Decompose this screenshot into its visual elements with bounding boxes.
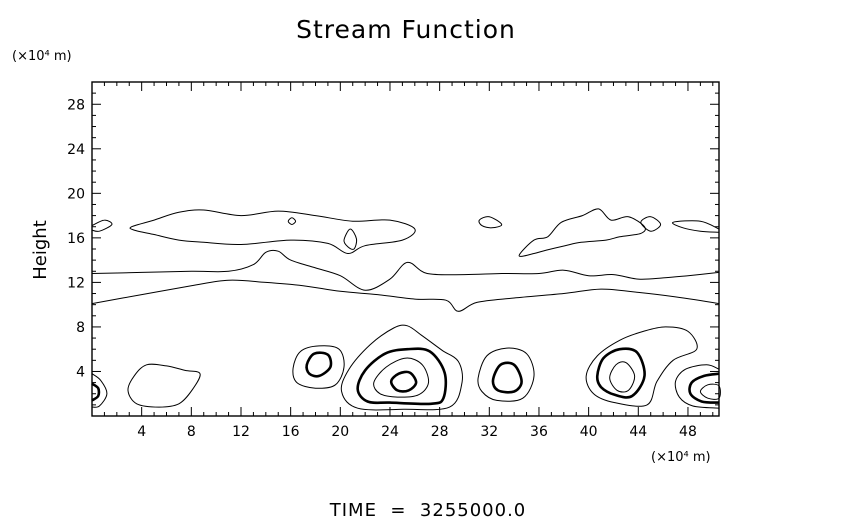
contour-cell-thin <box>127 363 201 408</box>
contour-cell-thick <box>389 370 418 393</box>
contour-cell-thin <box>91 373 108 408</box>
contour-band-thin <box>518 208 646 257</box>
contour-cell-thin <box>699 383 721 400</box>
x-tick-label: 48 <box>679 424 697 440</box>
contour-cell-thin <box>343 228 358 250</box>
y-tick-label: 4 <box>76 364 85 380</box>
x-unit-label: (×10⁴ m) <box>651 450 711 465</box>
contour-cell-thick <box>491 361 523 394</box>
contour-band-thin <box>478 216 503 229</box>
x-tick-label: 20 <box>331 424 349 440</box>
axis-ticks <box>92 82 719 416</box>
contour-cell-thick <box>305 351 333 378</box>
y-tick-label: 8 <box>76 320 85 336</box>
contour-cell-thin <box>585 326 698 407</box>
x-tick-label: 36 <box>530 424 548 440</box>
contour-cell-thin <box>477 347 535 402</box>
contour-cell-thin <box>292 345 345 389</box>
contour-line-thin <box>91 249 720 291</box>
time-label: TIME = 3255000.0 <box>329 500 527 519</box>
contour-band-thin <box>91 219 113 232</box>
x-tick-label: 40 <box>580 424 598 440</box>
contour-line-thin <box>91 279 720 312</box>
x-tick-label: 32 <box>480 424 498 440</box>
y-tick-label: 20 <box>67 186 85 202</box>
x-tick-label: 28 <box>431 424 449 440</box>
y-tick-labels: 4 8 12 16 20 24 28 <box>67 97 85 380</box>
contour-cell-thick <box>595 347 646 399</box>
contour-cell-thin <box>287 217 297 226</box>
contour-cell-thin <box>373 357 430 398</box>
contour-band-thin <box>672 220 720 233</box>
contour-lines <box>91 208 721 411</box>
y-tick-label: 24 <box>67 142 85 158</box>
x-tick-label: 16 <box>282 424 300 440</box>
x-tick-label: 24 <box>381 424 399 440</box>
x-tick-label: 12 <box>232 424 250 440</box>
contour-cell-thick <box>91 382 101 402</box>
contour-cell-thick <box>356 347 448 406</box>
contour-cell-thin <box>674 364 720 409</box>
contour-cell-thin <box>640 216 662 232</box>
contour-cell-thin <box>340 324 463 411</box>
contour-band-thin <box>129 209 416 255</box>
x-tick-labels: 4 8 12 16 20 24 28 32 36 40 44 48 <box>137 424 697 440</box>
contour-cell-thick <box>688 372 720 404</box>
x-tick-label: 4 <box>137 424 146 440</box>
y-tick-label: 16 <box>67 231 85 247</box>
y-tick-label: 28 <box>67 97 85 113</box>
chart-title: Stream Function <box>296 15 516 44</box>
x-tick-label: 44 <box>629 424 647 440</box>
plot-frame <box>91 81 720 417</box>
y-tick-label: 12 <box>67 275 85 291</box>
x-tick-label: 8 <box>187 424 196 440</box>
y-axis-label: Height <box>30 220 51 280</box>
y-unit-label: (×10⁴ m) <box>12 49 72 64</box>
contour-cell-thin <box>609 361 636 393</box>
